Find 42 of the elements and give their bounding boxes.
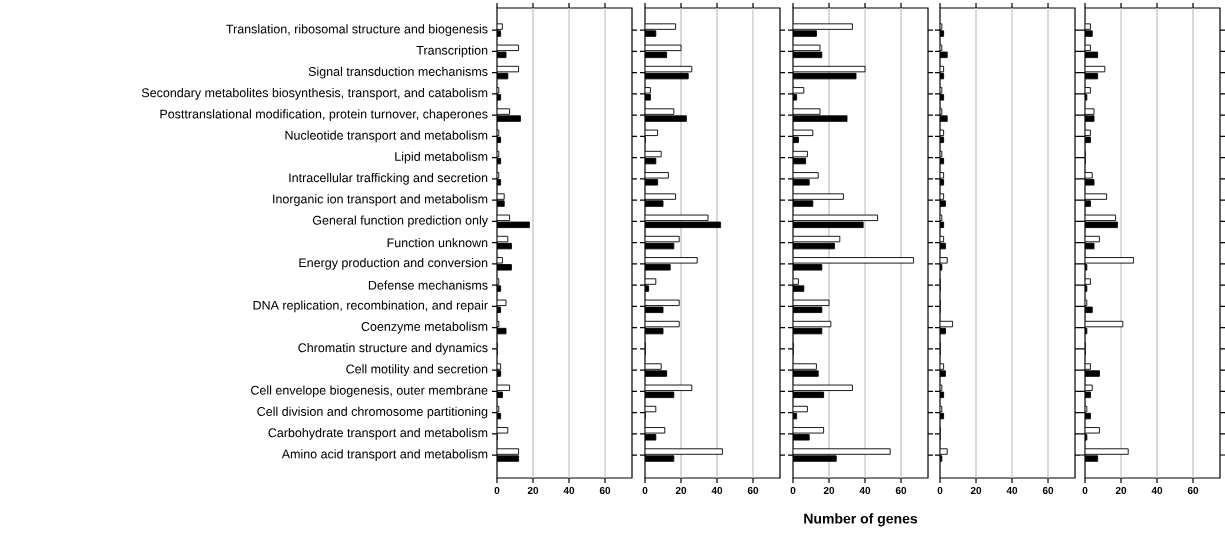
x-tick-label: 20 — [675, 486, 687, 495]
y-tick-label: Lipid metabolism — [395, 151, 488, 164]
x-tick-label: 20 — [527, 486, 539, 495]
y-tick-label: Transcription — [416, 45, 488, 58]
y-tick-label: Carbohydrate transport and metabolism — [268, 427, 488, 440]
y-tick-label: Nucleotide transport and metabolism — [285, 130, 488, 143]
x-tick-label: 20 — [823, 486, 835, 495]
y-tick-label: General function prediction only — [312, 215, 489, 228]
y-tick-label: Inorganic ion transport and metabolism — [273, 194, 488, 206]
y-tick-label: Signal transduction mechanisms — [308, 66, 488, 79]
y-tick-label: Posttranslational modification, protein turnover, chaperones — [160, 109, 488, 121]
y-tick-label: Chromatin structure and dynamics — [298, 342, 488, 355]
y-tick-label: Energy production and conversion — [299, 257, 488, 270]
x-tick-label: 40 — [711, 486, 723, 495]
x-tick-label: 40 — [1151, 486, 1163, 495]
y-tick-label: Coenzyme metabolism — [361, 321, 488, 334]
x-tick-label: 60 — [1042, 486, 1054, 495]
x-tick-label: 40 — [859, 486, 871, 495]
x-tick-label: 20 — [970, 486, 982, 495]
y-tick-label: Cell envelope biogenesis, outer membrane — [251, 385, 488, 398]
x-tick-label: 40 — [563, 486, 575, 495]
y-tick-label: Cell division and chromosome partitioning — [257, 406, 488, 419]
y-tick-label: Cell motility and secretion — [346, 364, 488, 376]
x-tick-label: 0 — [1082, 486, 1088, 495]
y-tick-label: Secondary metabolites biosynthesis, transport, and catabolism — [141, 88, 488, 100]
y-tick-label: Translation, ribosomal structure and biogenesis — [226, 24, 488, 36]
y-tick-label: Function unknown — [387, 237, 488, 248]
x-tick-label: 60 — [895, 486, 907, 495]
x-tick-label: 0 — [642, 486, 648, 495]
y-tick-label: Defense mechanisms — [368, 280, 488, 290]
x-tick-label: 40 — [1006, 486, 1018, 495]
x-tick-label: 0 — [494, 486, 500, 495]
x-tick-label: 60 — [1187, 486, 1199, 495]
x-tick-label: 60 — [747, 486, 759, 495]
x-tick-label: 60 — [599, 486, 611, 495]
x-tick-label: 0 — [790, 486, 796, 495]
x-tick-label: 20 — [1115, 486, 1127, 495]
x-tick-label: 0 — [937, 486, 943, 495]
y-tick-label: Amino acid transport and metabolism — [281, 449, 488, 461]
y-tick-label: Intracellular trafficking and secretion — [289, 173, 488, 185]
y-tick-label: DNA replication, recombination, and repair — [253, 300, 488, 313]
x-axis-title: Number of genes — [804, 513, 918, 527]
